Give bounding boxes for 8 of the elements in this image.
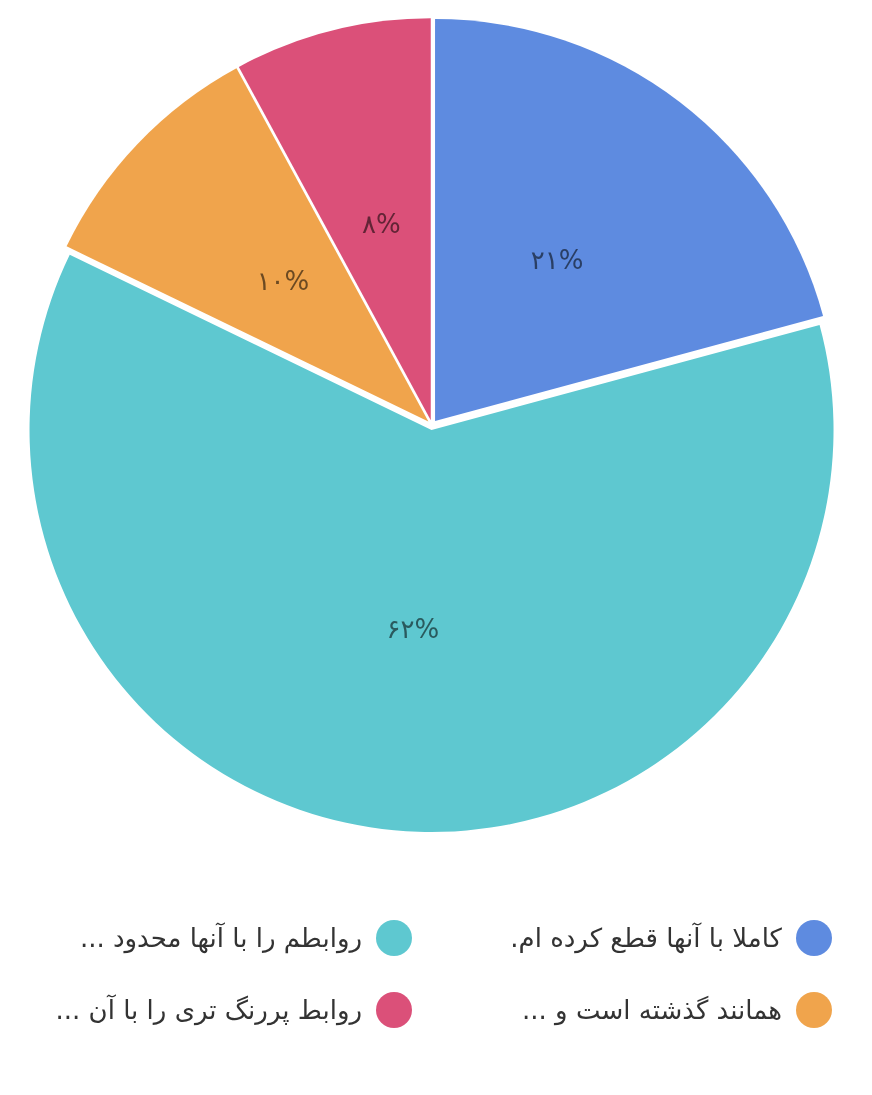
data-label: ۸% [361, 208, 401, 239]
data-label: ۶۲% [386, 613, 440, 644]
legend-label: روابطم را با آنها محدود ... [79, 923, 362, 953]
legend-label: همانند گذشته است و ... [522, 995, 782, 1025]
legend-label: روابط پررنگ تری را با آن ... [55, 995, 362, 1025]
legend-label: کاملا با آنها قطع کرده ام. [510, 923, 782, 953]
data-label: ۱۰% [256, 266, 310, 297]
data-label: ۲۱% [530, 244, 584, 275]
